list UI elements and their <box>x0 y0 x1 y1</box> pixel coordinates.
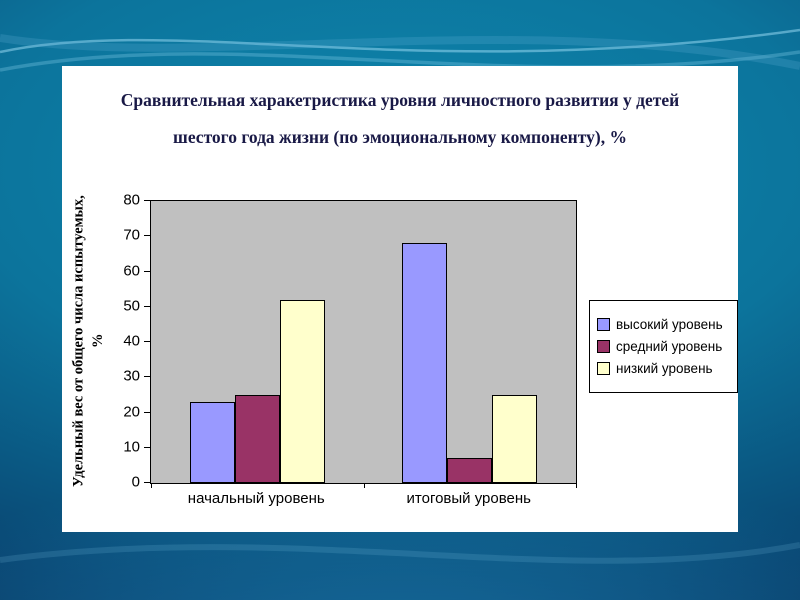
y-tick-label: 70 <box>123 226 140 244</box>
legend-label: высокий уровень <box>616 317 723 332</box>
bar <box>402 243 448 483</box>
legend: высокий уровень средний уровень низкий уро… <box>589 300 738 393</box>
category-label: начальный уровень <box>187 490 325 507</box>
x-axis-labels: начальный уровень итоговый уровень <box>150 490 575 507</box>
legend-swatch <box>597 340 610 353</box>
y-tick-label: 0 <box>131 473 140 491</box>
y-tick-label: 80 <box>123 191 140 209</box>
plot-area <box>144 200 577 488</box>
legend-swatch <box>597 318 610 331</box>
bar <box>447 458 493 483</box>
y-tick-mark <box>144 341 150 342</box>
y-tick-label: 30 <box>123 367 140 385</box>
wave-line-4 <box>0 542 800 564</box>
legend-item: высокий уровень <box>597 317 730 332</box>
y-axis-title: Удельный вес от общего числа испытуемых,… <box>70 195 106 487</box>
wave-line-3 <box>0 34 800 70</box>
x-tick-mark <box>151 483 152 488</box>
legend-label: низкий уровень <box>616 361 713 376</box>
legend-item: низкий уровень <box>597 361 730 376</box>
y-tick-mark <box>144 305 150 307</box>
y-axis-ticks: 0 10 20 30 40 50 60 70 80 <box>110 193 144 490</box>
y-tick-mark <box>144 446 150 448</box>
y-tick-mark <box>144 270 150 272</box>
chart-title: Сравнительная харакетристика уровня личн… <box>120 90 680 147</box>
legend-swatch <box>597 362 610 375</box>
bar <box>492 394 538 483</box>
y-tick-label: 50 <box>123 297 140 315</box>
y-tick-mark <box>144 200 150 201</box>
chart-panel: Сравнительная харакетристика уровня личн… <box>62 66 738 532</box>
bar <box>279 299 325 483</box>
y-tick-label: 20 <box>123 403 140 420</box>
category-label: итоговый уровень <box>406 490 531 507</box>
legend-item: средний уровень <box>597 339 730 354</box>
bar <box>234 394 280 483</box>
wave-line-1 <box>0 28 800 54</box>
y-tick-label: 10 <box>123 438 140 456</box>
x-tick-mark <box>363 483 365 488</box>
y-tick-label: 60 <box>123 262 140 279</box>
bar-group <box>151 201 364 483</box>
legend-label: средний уровень <box>616 339 723 354</box>
x-tick-mark <box>576 483 577 488</box>
y-tick-mark <box>144 411 150 413</box>
bar <box>189 401 235 483</box>
y-tick-mark <box>144 482 150 483</box>
bar-group <box>364 201 577 483</box>
y-tick-label: 40 <box>123 332 140 350</box>
y-tick-mark <box>144 376 150 378</box>
y-tick-mark <box>144 235 150 237</box>
